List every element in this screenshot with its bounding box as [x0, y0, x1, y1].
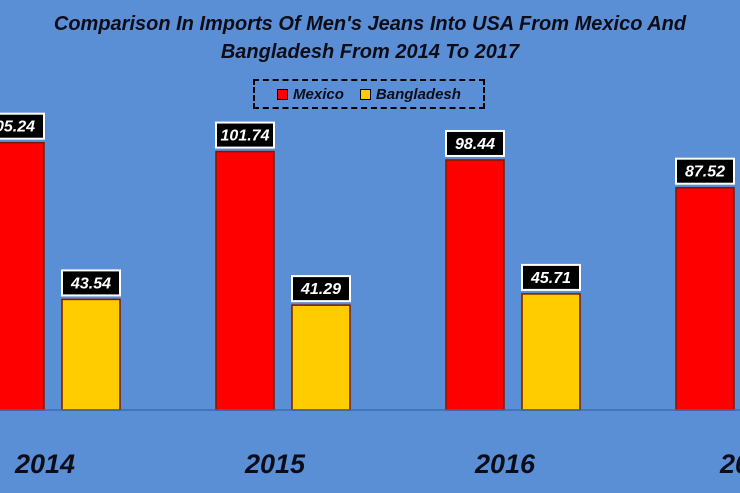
- data-label-mexico-2017: 87.52: [685, 164, 725, 181]
- bar-mexico-2015: [215, 150, 275, 411]
- bar-bangladesh-2016: [521, 293, 581, 411]
- data-label-bangladesh-2015: 41.29: [300, 281, 341, 298]
- x-tick-label-2016: 2016: [474, 449, 536, 479]
- data-label-box-mexico-2016: [445, 129, 505, 157]
- data-label-bangladesh-2014: 43.54: [70, 275, 111, 292]
- chart-title: Comparison In Imports Of Men's Jeans Int…: [0, 10, 740, 66]
- data-label-mexico-2014: 05.24: [0, 119, 35, 136]
- x-tick-label-2014: 2014: [14, 449, 75, 479]
- chart-title-line-2: Bangladesh From 2014 To 2017: [220, 41, 520, 63]
- x-tick-label-2017: 20: [719, 449, 740, 479]
- bar-mexico-2016: [445, 159, 505, 411]
- bar-mexico-2014: [0, 141, 45, 411]
- data-label-bangladesh-2016: 45.71: [530, 270, 571, 287]
- data-label-box-bangladesh-2016: [521, 263, 581, 291]
- x-tick-label-2015: 2015: [244, 449, 306, 479]
- bar-bangladesh-2014: [61, 298, 121, 411]
- data-label-box-mexico-2017: [675, 157, 735, 185]
- data-label-box-bangladesh-2015: [291, 275, 351, 303]
- data-label-box-mexico-2014: [0, 112, 45, 140]
- legend-swatch-bangladesh: [359, 88, 371, 100]
- data-label-mexico-2016: 98.44: [455, 136, 495, 153]
- legend-swatch-mexico: [277, 88, 289, 100]
- legend-item-bangladesh: Bangladesh: [359, 85, 461, 103]
- chart-title-line-1: Comparison In Imports Of Men's Jeans Int…: [53, 13, 687, 35]
- legend: Mexico Bangladesh: [253, 79, 485, 109]
- data-label-box-mexico-2015: [215, 121, 275, 149]
- bar-mexico-2017: [675, 186, 735, 411]
- data-label-mexico-2015: 101.74: [221, 128, 270, 145]
- bar-bangladesh-2015: [291, 304, 351, 411]
- legend-item-mexico: Mexico: [277, 86, 344, 103]
- data-label-box-bangladesh-2014: [61, 269, 121, 297]
- legend-label-bangladesh: Bangladesh: [375, 85, 461, 103]
- legend-label-mexico: Mexico: [293, 85, 344, 103]
